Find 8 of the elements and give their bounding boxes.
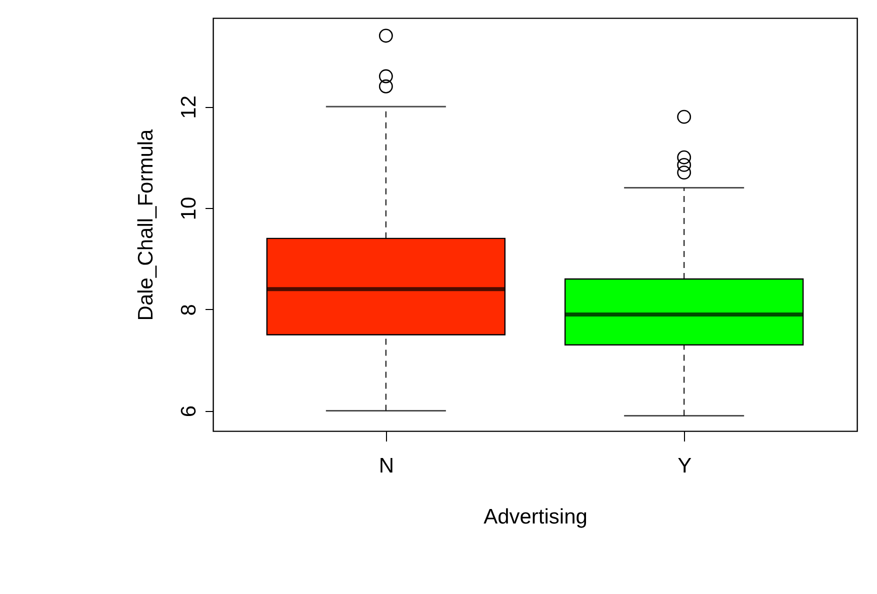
- y-tick-label: 6: [178, 405, 200, 418]
- x-axis-title: Advertising: [484, 506, 588, 528]
- y-axis-title: Dale_Chall_Formula: [134, 128, 158, 321]
- x-tick-label: N: [378, 454, 394, 478]
- y-tick-label: 12: [178, 96, 200, 119]
- y-tick-label: 10: [178, 196, 200, 220]
- x-tick-label: Y: [678, 454, 692, 478]
- y-tick-label: 8: [178, 304, 200, 316]
